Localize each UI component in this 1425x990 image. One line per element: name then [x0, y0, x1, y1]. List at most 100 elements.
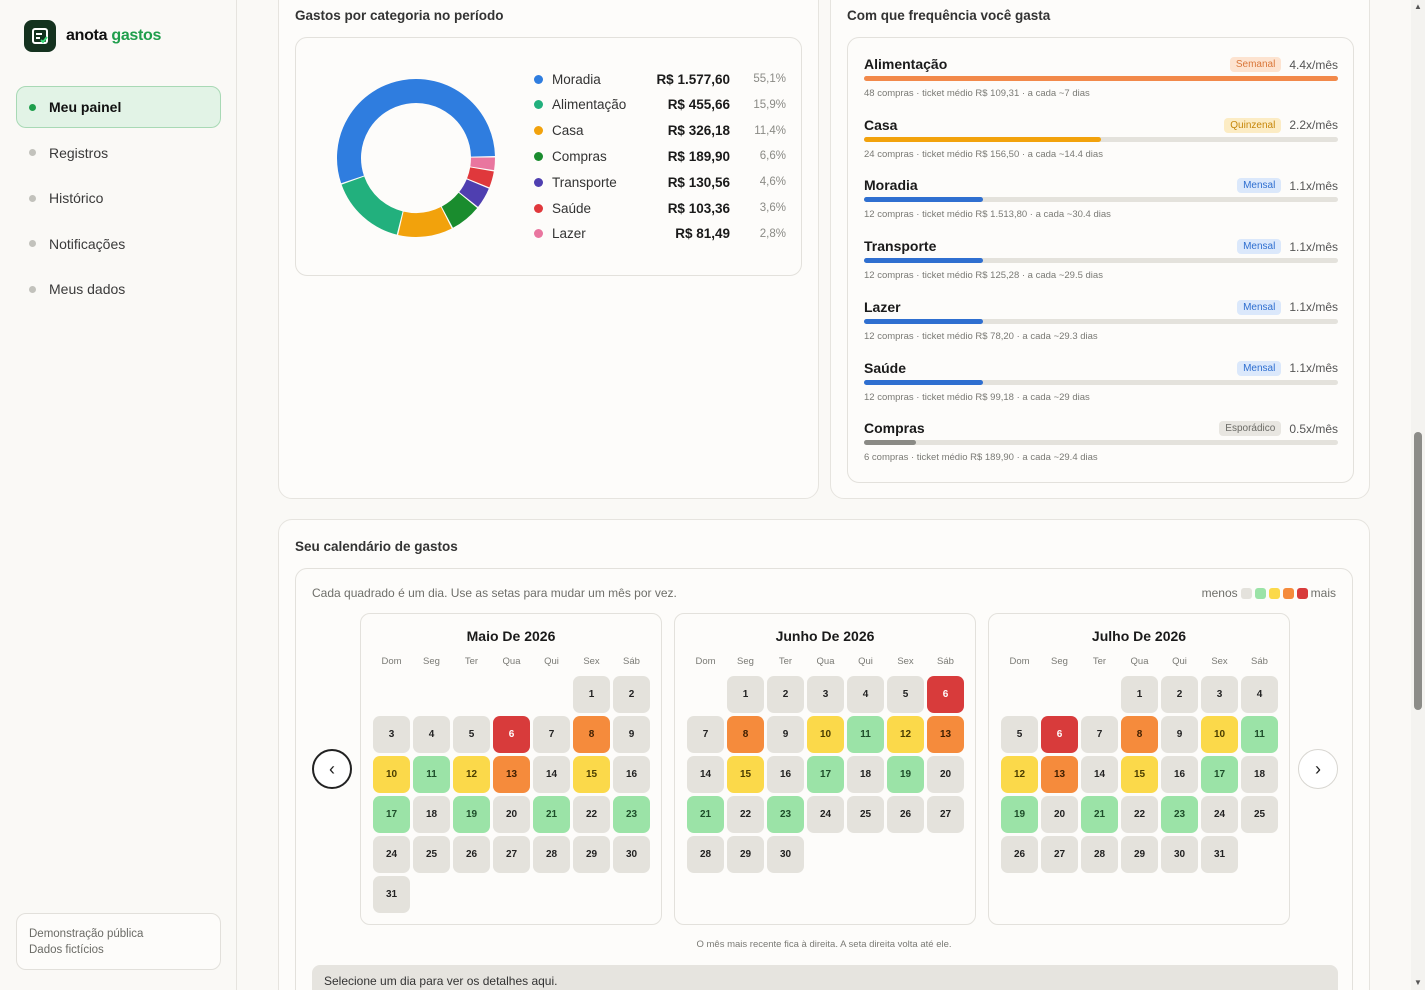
- day-cell[interactable]: 11: [413, 756, 450, 793]
- day-cell[interactable]: 18: [847, 756, 884, 793]
- day-cell[interactable]: 3: [807, 676, 844, 713]
- donut-slice-4[interactable]: [458, 179, 489, 207]
- day-cell[interactable]: 30: [613, 836, 650, 873]
- day-cell[interactable]: 2: [767, 676, 804, 713]
- day-cell[interactable]: 12: [1001, 756, 1038, 793]
- day-cell[interactable]: 21: [533, 796, 570, 833]
- day-cell[interactable]: 11: [1241, 716, 1278, 753]
- day-cell[interactable]: 14: [1081, 756, 1118, 793]
- day-cell[interactable]: 28: [533, 836, 570, 873]
- day-cell[interactable]: 3: [1201, 676, 1238, 713]
- day-cell[interactable]: 17: [807, 756, 844, 793]
- day-cell[interactable]: 7: [533, 716, 570, 753]
- day-cell[interactable]: 20: [927, 756, 964, 793]
- day-cell[interactable]: 9: [767, 716, 804, 753]
- donut-slice-6[interactable]: [470, 157, 495, 171]
- day-cell[interactable]: 29: [1121, 836, 1158, 873]
- day-cell[interactable]: 14: [687, 756, 724, 793]
- page-scrollbar[interactable]: ▲ ▼: [1411, 0, 1425, 990]
- day-cell[interactable]: 28: [687, 836, 724, 873]
- day-cell[interactable]: 22: [1121, 796, 1158, 833]
- day-cell[interactable]: 25: [847, 796, 884, 833]
- day-cell[interactable]: 5: [887, 676, 924, 713]
- day-cell[interactable]: 8: [573, 716, 610, 753]
- day-cell[interactable]: 13: [1041, 756, 1078, 793]
- day-cell[interactable]: 15: [727, 756, 764, 793]
- sidebar-item-0[interactable]: Meu painel: [16, 86, 221, 128]
- day-cell[interactable]: 1: [1121, 676, 1158, 713]
- day-cell[interactable]: 27: [493, 836, 530, 873]
- day-cell[interactable]: 12: [453, 756, 490, 793]
- day-cell[interactable]: 20: [493, 796, 530, 833]
- day-cell[interactable]: 5: [453, 716, 490, 753]
- day-cell[interactable]: 13: [493, 756, 530, 793]
- day-cell[interactable]: 5: [1001, 716, 1038, 753]
- day-cell[interactable]: 4: [1241, 676, 1278, 713]
- day-cell[interactable]: 22: [573, 796, 610, 833]
- day-cell[interactable]: 3: [373, 716, 410, 753]
- day-cell[interactable]: 1: [573, 676, 610, 713]
- day-cell[interactable]: 23: [613, 796, 650, 833]
- day-cell[interactable]: 26: [1001, 836, 1038, 873]
- day-cell[interactable]: 11: [847, 716, 884, 753]
- donut-slice-1[interactable]: [341, 176, 404, 235]
- sidebar-item-4[interactable]: Meus dados: [16, 268, 221, 310]
- day-cell[interactable]: 31: [1201, 836, 1238, 873]
- day-cell[interactable]: 9: [613, 716, 650, 753]
- day-cell[interactable]: 18: [413, 796, 450, 833]
- day-cell[interactable]: 23: [767, 796, 804, 833]
- scroll-thumb[interactable]: [1414, 432, 1422, 710]
- day-cell[interactable]: 30: [1161, 836, 1198, 873]
- day-cell[interactable]: 24: [807, 796, 844, 833]
- sidebar-item-3[interactable]: Notificações: [16, 223, 221, 265]
- day-cell[interactable]: 20: [1041, 796, 1078, 833]
- day-cell[interactable]: 12: [887, 716, 924, 753]
- day-cell[interactable]: 8: [727, 716, 764, 753]
- day-cell[interactable]: 28: [1081, 836, 1118, 873]
- day-cell[interactable]: 8: [1121, 716, 1158, 753]
- donut-slice-3[interactable]: [441, 192, 478, 228]
- day-cell[interactable]: 19: [453, 796, 490, 833]
- day-cell[interactable]: 21: [1081, 796, 1118, 833]
- day-cell[interactable]: 29: [573, 836, 610, 873]
- day-cell[interactable]: 24: [1201, 796, 1238, 833]
- day-cell[interactable]: 27: [927, 796, 964, 833]
- day-cell[interactable]: 25: [413, 836, 450, 873]
- day-cell[interactable]: 6: [1041, 716, 1078, 753]
- day-cell[interactable]: 15: [573, 756, 610, 793]
- day-cell[interactable]: 2: [613, 676, 650, 713]
- day-cell[interactable]: 4: [847, 676, 884, 713]
- day-cell[interactable]: 31: [373, 876, 410, 913]
- day-cell[interactable]: 13: [927, 716, 964, 753]
- day-cell[interactable]: 24: [373, 836, 410, 873]
- day-cell[interactable]: 19: [887, 756, 924, 793]
- day-cell[interactable]: 19: [1001, 796, 1038, 833]
- day-cell[interactable]: 7: [1081, 716, 1118, 753]
- sidebar-item-1[interactable]: Registros: [16, 132, 221, 174]
- day-cell[interactable]: 7: [687, 716, 724, 753]
- day-cell[interactable]: 26: [453, 836, 490, 873]
- day-cell[interactable]: 30: [767, 836, 804, 873]
- donut-slice-0[interactable]: [337, 79, 495, 184]
- day-cell[interactable]: 15: [1121, 756, 1158, 793]
- scroll-up-icon[interactable]: ▲: [1414, 2, 1422, 11]
- sidebar-item-2[interactable]: Histórico: [16, 177, 221, 219]
- day-cell[interactable]: 17: [373, 796, 410, 833]
- day-cell[interactable]: 10: [1201, 716, 1238, 753]
- day-cell[interactable]: 6: [927, 676, 964, 713]
- prev-month-button[interactable]: ‹: [312, 749, 352, 789]
- day-cell[interactable]: 16: [1161, 756, 1198, 793]
- day-cell[interactable]: 2: [1161, 676, 1198, 713]
- day-cell[interactable]: 29: [727, 836, 764, 873]
- day-cell[interactable]: 14: [533, 756, 570, 793]
- day-cell[interactable]: 27: [1041, 836, 1078, 873]
- day-cell[interactable]: 10: [373, 756, 410, 793]
- brand-logo[interactable]: anota gastos: [24, 20, 161, 52]
- day-cell[interactable]: 4: [413, 716, 450, 753]
- next-month-button[interactable]: ›: [1298, 749, 1338, 789]
- day-cell[interactable]: 1: [727, 676, 764, 713]
- day-cell[interactable]: 21: [687, 796, 724, 833]
- day-cell[interactable]: 17: [1201, 756, 1238, 793]
- day-cell[interactable]: 18: [1241, 756, 1278, 793]
- donut-slice-2[interactable]: [398, 206, 452, 237]
